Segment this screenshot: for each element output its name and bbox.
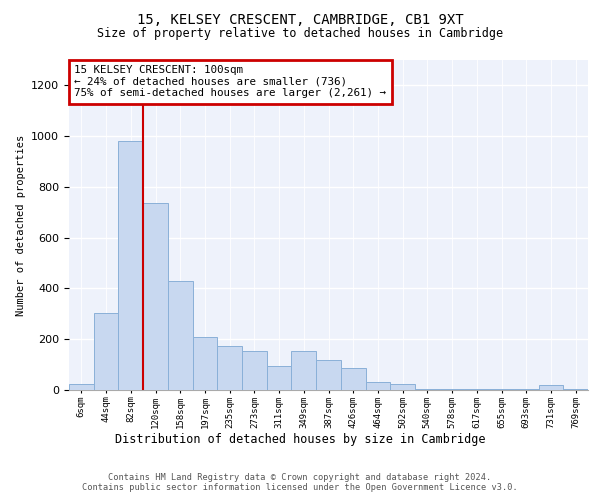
Y-axis label: Number of detached properties: Number of detached properties <box>16 134 26 316</box>
Bar <box>365 382 390 390</box>
Bar <box>267 366 292 390</box>
Bar <box>440 389 464 390</box>
Text: Size of property relative to detached houses in Cambridge: Size of property relative to detached ho… <box>97 28 503 40</box>
Text: Contains HM Land Registry data © Crown copyright and database right 2024.
Contai: Contains HM Land Registry data © Crown c… <box>82 473 518 492</box>
Bar <box>415 388 440 390</box>
Bar <box>316 360 341 390</box>
Bar <box>118 141 143 390</box>
Bar <box>292 350 316 390</box>
Bar <box>168 281 193 390</box>
Bar <box>69 384 94 390</box>
Bar <box>464 389 489 390</box>
Text: 15 KELSEY CRESCENT: 100sqm
← 24% of detached houses are smaller (736)
75% of sem: 15 KELSEY CRESCENT: 100sqm ← 24% of deta… <box>74 65 386 98</box>
Bar <box>217 346 242 390</box>
Bar <box>143 204 168 390</box>
Bar <box>193 336 217 390</box>
Text: Distribution of detached houses by size in Cambridge: Distribution of detached houses by size … <box>115 432 485 446</box>
Bar <box>341 368 365 390</box>
Bar <box>94 312 118 390</box>
Bar <box>242 350 267 390</box>
Bar <box>539 385 563 390</box>
Text: 15, KELSEY CRESCENT, CAMBRIDGE, CB1 9XT: 15, KELSEY CRESCENT, CAMBRIDGE, CB1 9XT <box>137 12 463 26</box>
Bar <box>390 384 415 390</box>
